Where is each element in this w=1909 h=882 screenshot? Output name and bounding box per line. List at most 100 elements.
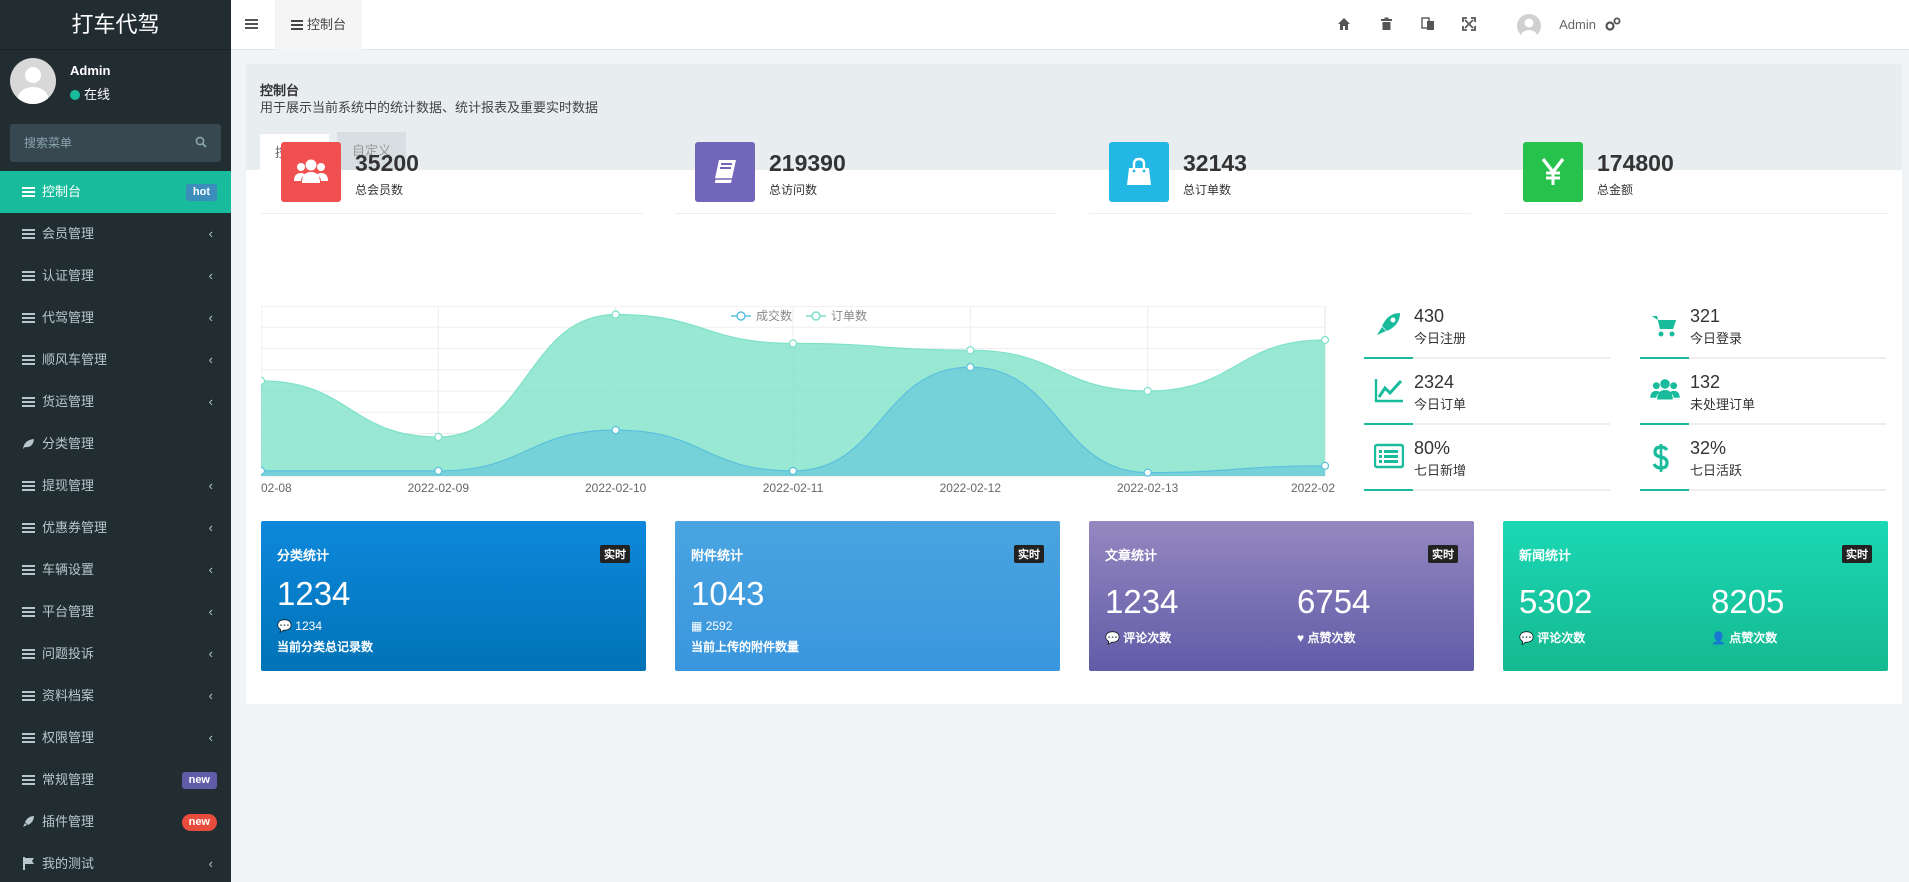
progress-fill	[1364, 489, 1414, 491]
sidebar-item-label: 权限管理	[42, 730, 95, 745]
tab-dashboard[interactable]: 控制台	[275, 0, 363, 50]
sidebar-item-label: 平台管理	[42, 604, 95, 619]
chart-x-tick-label: 2022-02-10	[585, 481, 647, 495]
mini-stat: 132 未处理订单	[1640, 367, 1886, 425]
menu-toggle-icon[interactable]	[245, 17, 259, 31]
book-icon	[713, 160, 736, 184]
list-icon	[22, 299, 36, 323]
leaf-icon	[22, 425, 36, 449]
chevron-left-icon[interactable]: ‹	[208, 268, 213, 283]
sidebar-item[interactable]: 分类管理	[0, 423, 231, 465]
sidebar-item[interactable]: 权限管理 ‹	[0, 717, 231, 759]
mini-stat-value: 2324	[1414, 372, 1455, 392]
card-sub-label: 当前上传的附件数量	[691, 640, 800, 654]
area-chart-icon	[1374, 377, 1404, 406]
chart-line-deals	[260, 366, 1326, 474]
chart-legend-marker	[736, 311, 746, 321]
sidebar-item[interactable]: 认证管理 ‹	[0, 255, 231, 297]
sidebar-item-label: 车辆设置	[42, 562, 95, 577]
dollar-icon	[1650, 443, 1672, 476]
chart-point	[788, 466, 798, 475]
mini-stat-value: 430	[1414, 306, 1445, 326]
fullscreen-icon[interactable]	[1462, 17, 1476, 31]
card-label-left-text: 评论次数	[1537, 631, 1586, 645]
online-dot-icon	[70, 90, 80, 100]
card-big-right: 6754	[1297, 583, 1371, 620]
chart-x-tick-label: 2022-02-09	[408, 481, 470, 495]
tab-custom[interactable]: 自定义	[337, 132, 407, 170]
stat-icon-box	[1523, 142, 1583, 202]
card-attachment-stats: 附件统计 实时 1043 ▦ 2592 当前上传的附件数量	[675, 521, 1060, 671]
sidebar-item[interactable]: 控制台 hot	[0, 171, 231, 213]
sidebar-item[interactable]: 会员管理 ‹	[0, 213, 231, 255]
top-user-name[interactable]: Admin	[1559, 17, 1596, 32]
trash-icon[interactable]	[1380, 17, 1393, 31]
image-icon: ▦	[691, 619, 703, 633]
user-icon: 👤	[1711, 631, 1726, 645]
sidebar-item[interactable]: 顺风车管理 ‹	[0, 339, 231, 381]
sidebar-item[interactable]: 资料档案 ‹	[0, 675, 231, 717]
sidebar-item[interactable]: 问题投诉 ‹	[0, 633, 231, 675]
app-logo[interactable]: 打车代驾	[0, 0, 231, 50]
list-icon	[291, 20, 303, 30]
card-label-right-text: 点赞次数	[1307, 631, 1356, 645]
realtime-badge: 实时	[600, 545, 630, 563]
menu-search	[10, 124, 221, 162]
heart-icon: ♥	[1297, 631, 1305, 645]
stat-visits: 219390 总访问数	[675, 142, 1057, 214]
sidebar-item[interactable]: 货运管理 ‹	[0, 381, 231, 423]
chart-legend-label: 成交数	[756, 308, 792, 323]
sidebar-item[interactable]: 提现管理 ‹	[0, 465, 231, 507]
chevron-left-icon[interactable]: ‹	[208, 520, 213, 535]
home-icon[interactable]	[1337, 17, 1351, 31]
progress-fill	[1364, 423, 1414, 425]
stat-label: 总访问数	[769, 183, 818, 197]
search-icon[interactable]	[195, 136, 207, 148]
mini-stat: 32% 七日活跃	[1640, 433, 1886, 491]
rocket-icon	[1374, 311, 1402, 342]
translate-icon[interactable]	[1421, 17, 1435, 31]
mini-stat-label: 未处理订单	[1690, 397, 1756, 412]
avatar[interactable]	[10, 58, 56, 104]
chevron-left-icon[interactable]: ‹	[208, 688, 213, 703]
sidebar-item[interactable]: 插件管理 new	[0, 801, 231, 843]
chevron-left-icon[interactable]: ‹	[208, 646, 213, 661]
chevron-left-icon[interactable]: ‹	[208, 352, 213, 367]
card-news-stats: 新闻统计 实时 5302 💬 评论次数 8205 👤 点赞次数	[1503, 521, 1888, 671]
users-icon	[294, 159, 328, 183]
progress-fill	[1640, 357, 1690, 359]
card-article-stats: 文章统计 实时 1234 💬 评论次数 6754 ♥ 点赞次数	[1089, 521, 1474, 671]
top-avatar[interactable]	[1517, 14, 1541, 38]
chart-point	[434, 432, 443, 441]
progress-fill	[1640, 423, 1690, 425]
stat-icon-box	[695, 142, 755, 202]
search-input[interactable]	[10, 124, 180, 162]
card-sub: ▦ 2592	[691, 619, 732, 633]
chevron-left-icon[interactable]: ‹	[208, 310, 213, 325]
chevron-left-icon[interactable]: ‹	[208, 478, 213, 493]
chevron-left-icon[interactable]: ‹	[208, 394, 213, 409]
sidebar-item[interactable]: 优惠券管理 ‹	[0, 507, 231, 549]
chevron-left-icon[interactable]: ‹	[208, 856, 213, 871]
chart-point	[1320, 461, 1330, 470]
sidebar-item-label: 我的测试	[42, 856, 95, 871]
mini-stat: 321 今日登录	[1640, 301, 1886, 359]
card-sub-label: 当前分类总记录数	[277, 640, 374, 654]
chevron-left-icon[interactable]: ‹	[208, 226, 213, 241]
chevron-left-icon[interactable]: ‹	[208, 730, 213, 745]
mini-stat-label: 七日活跃	[1690, 463, 1743, 478]
sidebar-item[interactable]: 车辆设置 ‹	[0, 549, 231, 591]
sidebar-item[interactable]: 我的测试 ‹	[0, 843, 231, 882]
shopping-bag-icon	[1127, 157, 1151, 185]
progress-fill	[1364, 357, 1414, 359]
sidebar-item[interactable]: 代驾管理 ‹	[0, 297, 231, 339]
mini-stat-label: 今日注册	[1414, 331, 1467, 346]
mini-stat-value: 80%	[1414, 438, 1451, 458]
chevron-left-icon[interactable]: ‹	[208, 604, 213, 619]
chart-area-deals	[261, 367, 1325, 476]
sidebar-item[interactable]: 平台管理 ‹	[0, 591, 231, 633]
chevron-left-icon[interactable]: ‹	[208, 562, 213, 577]
card-big-left: 5302	[1519, 583, 1593, 620]
sidebar-item[interactable]: 常规管理 new	[0, 759, 231, 801]
gears-icon[interactable]	[1605, 17, 1621, 31]
